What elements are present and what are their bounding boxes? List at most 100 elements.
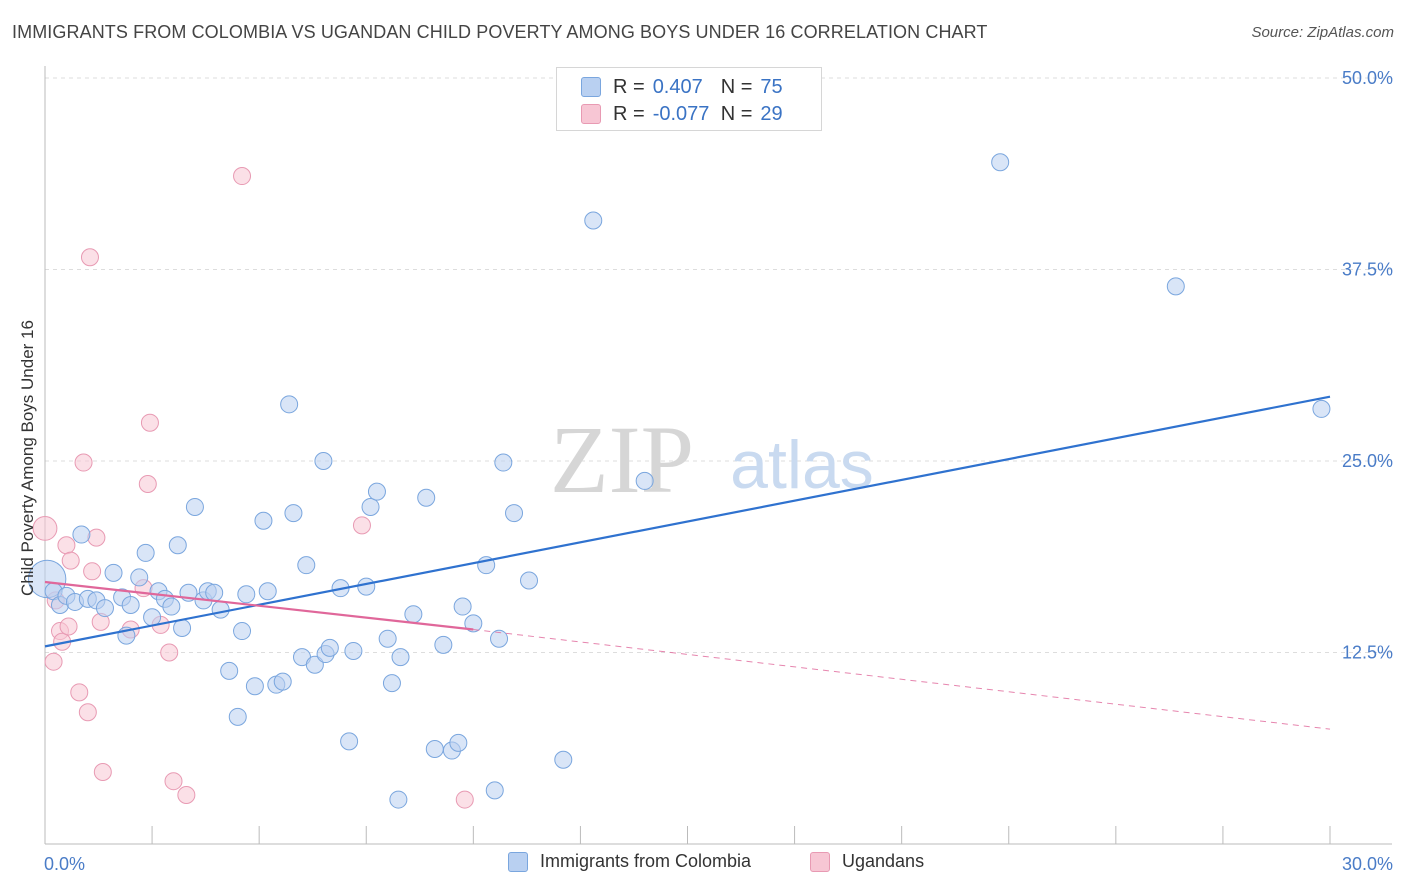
colombia-point <box>254 511 273 530</box>
colombia-point <box>72 525 91 544</box>
colombia-point <box>1312 399 1331 418</box>
colombia-point <box>168 536 187 555</box>
colombia-point <box>378 629 397 648</box>
colombia-point <box>162 597 181 616</box>
y-tick-label: 50.0% <box>1342 68 1393 88</box>
ugandans-point <box>78 703 97 722</box>
y-tick-label: 37.5% <box>1342 260 1393 280</box>
ugandans-point <box>164 772 183 791</box>
colombia-point <box>340 732 359 751</box>
colombia-point <box>233 622 252 641</box>
colombia-point <box>284 504 303 523</box>
legend-r-value: 0.407 <box>652 75 703 98</box>
colombia-point <box>205 583 224 602</box>
colombia-point <box>314 452 333 470</box>
colombia-point <box>228 707 247 726</box>
trend-lines <box>44 395 1331 730</box>
colombia-point <box>104 563 123 582</box>
legend-r-label: R = <box>613 75 645 98</box>
watermark-zip: ZIP <box>550 406 694 513</box>
legend-n-value: 75 <box>760 75 783 98</box>
colombia-point <box>485 781 504 800</box>
legend-swatch-pink <box>581 104 601 124</box>
ugandans-point <box>93 762 112 781</box>
axes <box>44 66 1392 845</box>
ugandans-trend-line <box>44 580 474 631</box>
series-legend: Immigrants from Colombia Ugandans <box>0 851 1406 877</box>
legend-swatch-pink <box>810 851 830 872</box>
y-axis-label: Child Poverty Among Boys Under 16 <box>18 320 37 596</box>
colombia-point <box>357 577 376 596</box>
colombia-point <box>464 614 483 633</box>
colombia-point <box>130 568 149 587</box>
legend-r-value: -0.077 <box>652 102 710 125</box>
legend-item-ugandans[interactable]: Ugandans <box>810 851 924 872</box>
colombia-point <box>382 674 401 693</box>
colombia-point <box>520 571 539 590</box>
colombia-point <box>220 661 239 680</box>
tick-labels: 12.5% 25.0% 37.5% 50.0% 0.0% 30.0% <box>44 68 1393 874</box>
colombia-point <box>584 211 603 230</box>
colombia-point <box>434 635 453 654</box>
y-tick-label: 25.0% <box>1342 451 1393 471</box>
gridlines <box>45 77 1392 653</box>
colombia-point <box>635 471 654 490</box>
legend-row-ugandans: R = -0.077 N = 29 <box>581 102 783 126</box>
ugandans-point <box>160 643 179 662</box>
colombia-point <box>367 482 386 501</box>
colombia-point <box>320 638 339 657</box>
colombia-point <box>344 641 363 660</box>
watermark-atlas: atlas <box>730 427 874 503</box>
colombia-point <box>494 453 513 472</box>
ugandans-point <box>177 785 196 804</box>
ugandans-points <box>32 167 474 809</box>
ugandans-point <box>455 790 474 809</box>
colombia-point <box>237 585 256 604</box>
ugandans-point <box>80 248 99 267</box>
colombia-point <box>417 488 436 507</box>
legend-n-label: N = <box>720 102 753 125</box>
colombia-point <box>391 648 410 667</box>
colombia-point <box>490 629 509 648</box>
ugandans-point <box>233 167 252 186</box>
colombia-point <box>361 497 380 516</box>
colombia-point <box>273 672 292 691</box>
y-tick-label: 12.5% <box>1342 643 1393 663</box>
colombia-point <box>297 556 316 575</box>
colombia-point <box>1166 277 1185 296</box>
legend-label-ugandans: Ugandans <box>842 851 925 871</box>
ugandans-point <box>138 474 157 493</box>
stats-legend: R = 0.407 N = 75 R = -0.077 N = 29 <box>556 67 822 131</box>
colombia-point <box>173 618 192 637</box>
ugandans-point <box>74 453 93 472</box>
ugandans-point <box>352 516 371 535</box>
colombia-point <box>389 790 408 809</box>
colombia-point <box>95 599 114 618</box>
colombia-point <box>245 677 264 696</box>
ugandans-point <box>57 536 76 555</box>
x-tick-label: 30.0% <box>1342 854 1393 874</box>
ugandans-trend-extension <box>473 629 1331 730</box>
ugandans-point <box>83 562 102 581</box>
colombia-point <box>505 504 524 523</box>
legend-r-label: R = <box>613 102 645 125</box>
ugandans-point <box>70 683 89 702</box>
legend-n-value: 29 <box>760 102 783 125</box>
legend-row-colombia: R = 0.407 N = 75 <box>581 75 783 99</box>
colombia-point <box>136 543 155 562</box>
ugandans-point <box>59 617 78 636</box>
legend-item-colombia[interactable]: Immigrants from Colombia <box>508 851 751 872</box>
chart-title: IMMIGRANTS FROM COLOMBIA VS UGANDAN CHIL… <box>12 22 988 42</box>
legend-swatch-blue <box>581 77 601 97</box>
colombia-point <box>185 497 204 516</box>
colombia-point <box>449 733 468 752</box>
ugandans-point <box>32 516 58 541</box>
watermark: ZIP atlas <box>550 406 874 513</box>
colombia-point <box>258 582 277 601</box>
colombia-point <box>404 605 423 624</box>
colombia-point <box>305 655 324 674</box>
colombia-point <box>143 608 162 627</box>
colombia-point <box>425 740 444 759</box>
colombia-point <box>554 750 573 769</box>
